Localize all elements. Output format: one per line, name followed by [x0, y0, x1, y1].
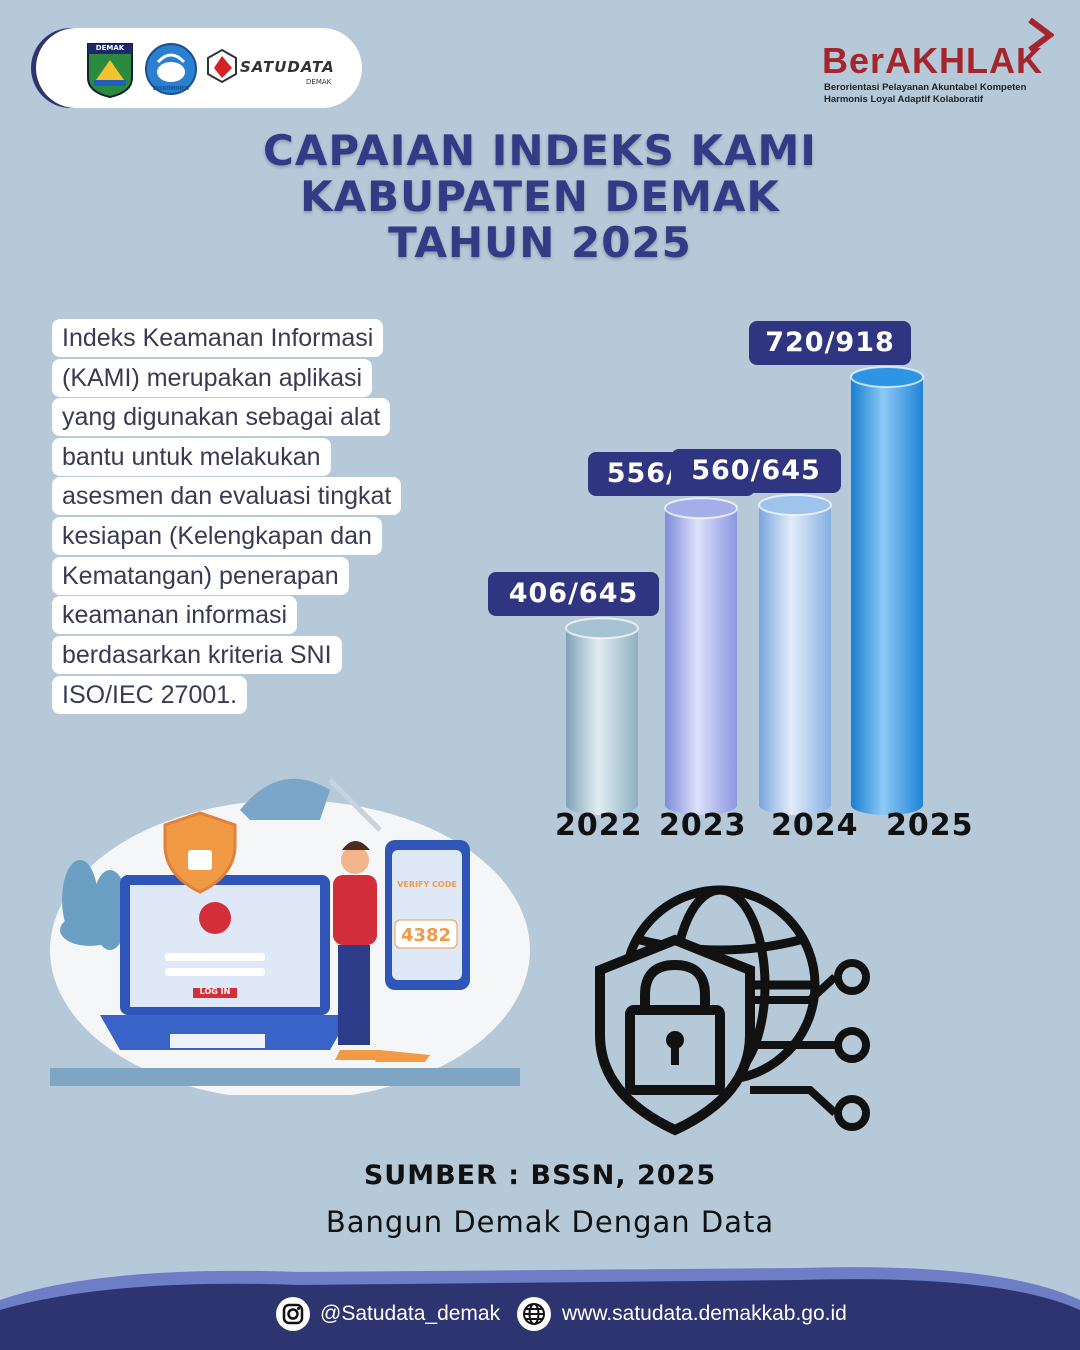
website-link[interactable]: www.satudata.demakkab.go.id [562, 1302, 847, 1325]
year-label-2023: 2023 [659, 808, 747, 843]
illustration-login-label: LOG IN [199, 987, 231, 996]
berakhlak-line2: Harmonis Loyal Adaptif Kolaboratif [824, 94, 984, 105]
data-label-2025: 720/918 [749, 321, 911, 365]
logo-bar: DEMAK DISKOMINFO SATUDATA DEMAK [36, 28, 362, 108]
berakhlak-logo: BerAKHLAK [822, 40, 1043, 82]
berakhlak-tagline: Berorientasi Pelayanan Akuntabel Kompete… [824, 82, 1054, 106]
description-line: kesiapan (Kelengkapan dan [52, 517, 382, 555]
bar-2023 [664, 497, 738, 815]
description-line: keamanan informasi [52, 596, 298, 634]
globe-shield-lock-icon [595, 885, 870, 1136]
illustration-verify-label: VERIFY CODE [397, 880, 457, 889]
satudata-logo-icon [207, 48, 237, 84]
bar-2022 [565, 617, 639, 815]
diskominfo-logo-icon [145, 43, 197, 95]
data-label-2024: 560/645 [671, 449, 841, 493]
tagline-text: Bangun Demak Dengan Data [325, 1205, 775, 1239]
berakhlak-line1: Berorientasi Pelayanan Akuntabel Kompete… [824, 82, 1027, 93]
berakhlak-chevron-icon [1028, 18, 1054, 52]
security-login-illustration [50, 778, 530, 1095]
page-title-line1: CAPAIAN INDEKS KAMI [263, 126, 817, 175]
year-label-2022: 2022 [555, 808, 643, 843]
description-line: ISO/IEC 27001. [52, 676, 248, 714]
berakhlak-brand-part1: Ber [822, 40, 886, 81]
demak-crest-icon [87, 43, 133, 98]
bar-2025 [850, 366, 924, 815]
year-label-2024: 2024 [771, 808, 859, 843]
demak-logo-text: DEMAK [95, 44, 125, 52]
source-text: SUMBER : BSSN, 2025 [363, 1160, 717, 1191]
page-title-line2: KABUPATEN DEMAK [300, 172, 780, 221]
description-line: berdasarkan kriteria SNI [52, 636, 342, 674]
kami-index-chart [565, 366, 924, 815]
description-line: Kematangan) penerapan [52, 557, 349, 595]
description-line: bantu untuk melakukan [52, 438, 331, 476]
satudata-logo-sub: DEMAK [306, 78, 332, 86]
satudata-logo-text: SATUDATA [240, 58, 335, 76]
bar-2024 [758, 494, 832, 815]
globe-icon[interactable] [517, 1297, 551, 1331]
data-label-2022: 406/645 [488, 572, 659, 617]
berakhlak-brand-part2: AKHLAK [885, 40, 1044, 81]
diskominfo-logo-text: DISKOMINFO [152, 86, 190, 92]
description-line: asesmen dan evaluasi tingkat [52, 477, 402, 515]
description-line: (KAMI) merupakan aplikasi [52, 359, 373, 397]
page-title-line3: TAHUN 2025 [388, 218, 692, 267]
instagram-icon[interactable] [276, 1297, 310, 1331]
instagram-handle-link[interactable]: @Satudata_demak [320, 1302, 501, 1325]
description-line: yang digunakan sebagai alat [52, 398, 391, 436]
year-label-2025: 2025 [886, 808, 974, 843]
illustration-verify-code: 4382 [400, 925, 452, 946]
description-line: Indeks Keamanan Informasi [52, 319, 384, 357]
